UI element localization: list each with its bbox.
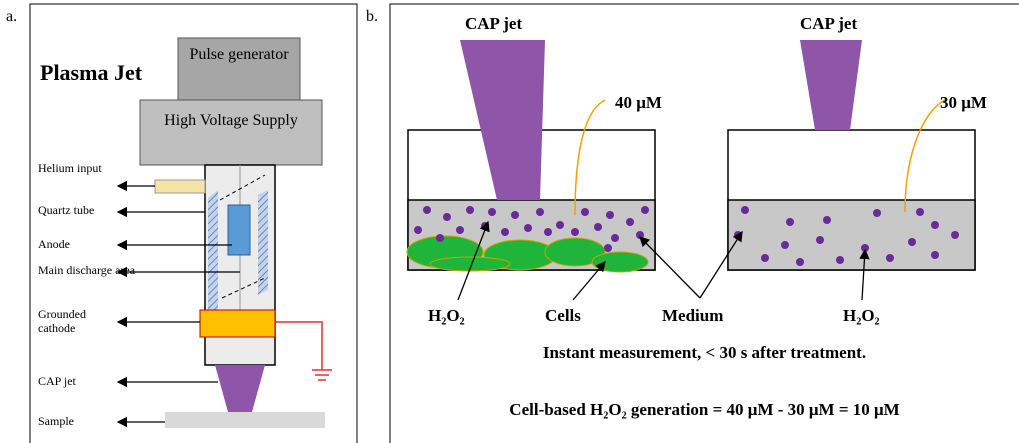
h2o2-label: H₂O₂ [428, 306, 465, 326]
caption: Instant measurement, < 30 s after treatm… [390, 343, 1019, 363]
component-label: Sample [38, 415, 108, 429]
component-label: CAP jet [38, 375, 108, 389]
concentration: 40 μM [615, 93, 662, 113]
jet-label: CAP jet [800, 14, 857, 34]
cells-label: Cells [545, 306, 581, 326]
medium-label: Medium [662, 306, 723, 326]
component-label: Anode [38, 238, 108, 252]
component-label: Main discharge area [38, 264, 143, 278]
h2o2-label: H₂O₂ [843, 306, 880, 326]
diagram-shapes [0, 0, 1019, 443]
component-label: Grounded cathode [38, 308, 108, 336]
panel-label: a. [6, 8, 17, 26]
panel-b-shapes [390, 4, 1019, 443]
pulse-generator: Pulse generator [185, 46, 293, 64]
title: Plasma Jet [40, 60, 142, 85]
component-label: Helium input [38, 162, 108, 176]
figure: a. Plasma Jet Pulse generator High Volta… [0, 0, 1019, 443]
hv-supply: High Voltage Supply [150, 112, 312, 130]
jet-label: CAP jet [465, 14, 522, 34]
equation: Cell-based H₂O₂ generation = 40 μM - 30 … [390, 400, 1019, 420]
concentration: 30 μM [940, 93, 987, 113]
panel-label: b. [366, 8, 378, 26]
component-label: Quartz tube [38, 204, 108, 218]
